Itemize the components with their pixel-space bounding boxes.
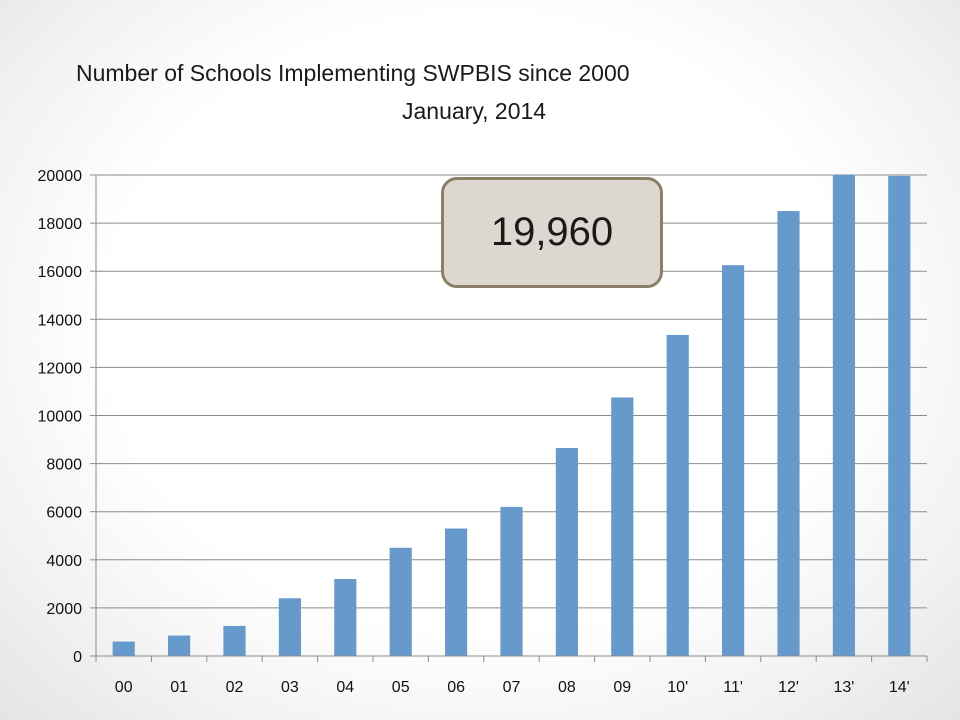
x-tick-label: 05 bbox=[392, 679, 410, 696]
x-tick-label: 14' bbox=[889, 679, 910, 696]
bar-06 bbox=[445, 528, 468, 656]
bar-08 bbox=[555, 447, 578, 656]
chart-subtitle: January, 2014 bbox=[402, 98, 547, 124]
x-tick-label: 13' bbox=[833, 679, 854, 696]
y-tick-label: 0 bbox=[73, 649, 82, 666]
y-tick-label: 6000 bbox=[46, 505, 82, 522]
y-tick-label: 20000 bbox=[38, 168, 83, 185]
x-tick-label: 03 bbox=[281, 679, 299, 696]
x-tick-label: 01 bbox=[170, 679, 188, 696]
bar-11 bbox=[722, 265, 745, 656]
bar-05 bbox=[389, 547, 412, 656]
x-tick-label: 04 bbox=[336, 679, 354, 696]
x-tick-label: 09 bbox=[613, 679, 631, 696]
x-tick-label: 02 bbox=[226, 679, 244, 696]
latest-count-callout: 19,960 bbox=[441, 177, 663, 288]
x-tick-label: 07 bbox=[503, 679, 521, 696]
bars bbox=[112, 175, 911, 656]
bar-09 bbox=[611, 397, 634, 656]
x-tick-label: 08 bbox=[558, 679, 576, 696]
y-tick-label: 18000 bbox=[38, 216, 83, 233]
chart-title: Number of Schools Implementing SWPBIS si… bbox=[76, 60, 630, 86]
y-tick-label: 8000 bbox=[46, 457, 82, 474]
bar-01 bbox=[168, 635, 191, 656]
bar-14 bbox=[888, 175, 911, 656]
bar-04 bbox=[334, 579, 357, 656]
x-tick-label: 06 bbox=[447, 679, 465, 696]
tick-labels: 0200040006000800010000120001400016000180… bbox=[38, 168, 910, 696]
y-tick-label: 16000 bbox=[38, 264, 83, 281]
y-tick-label: 10000 bbox=[38, 409, 83, 426]
axes bbox=[90, 174, 928, 662]
x-tick-label: 12' bbox=[778, 679, 799, 696]
bar-03 bbox=[278, 598, 301, 656]
bar-13 bbox=[832, 175, 855, 656]
bar-02 bbox=[223, 625, 246, 656]
y-tick-label: 12000 bbox=[38, 360, 83, 377]
x-tick-label: 00 bbox=[115, 679, 133, 696]
latest-count-value: 19,960 bbox=[490, 210, 614, 254]
bar-00 bbox=[112, 641, 135, 656]
bar-12 bbox=[777, 211, 800, 656]
y-tick-label: 2000 bbox=[46, 601, 82, 618]
y-tick-label: 14000 bbox=[38, 312, 83, 329]
x-tick-label: 10' bbox=[667, 679, 688, 696]
y-tick-label: 4000 bbox=[46, 553, 82, 570]
bar-07 bbox=[500, 506, 523, 656]
x-tick-label: 11' bbox=[723, 679, 743, 696]
bar-10 bbox=[666, 334, 689, 656]
